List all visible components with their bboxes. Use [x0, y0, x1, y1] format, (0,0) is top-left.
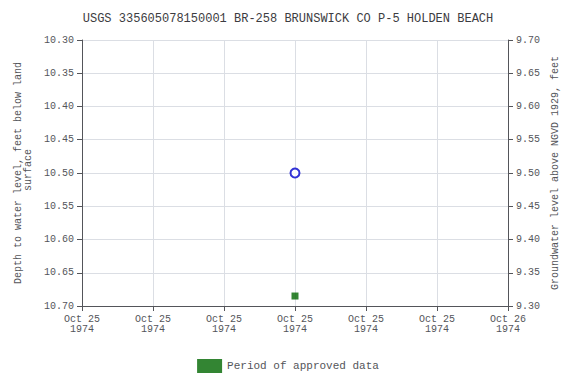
svg-text:Oct 25: Oct 25 — [277, 313, 313, 325]
svg-text:Groundwater level above NGVD 1: Groundwater level above NGVD 1929, feet — [550, 56, 561, 290]
svg-text:10.40: 10.40 — [44, 101, 74, 112]
svg-text:1974: 1974 — [141, 324, 165, 335]
svg-text:Oct 25: Oct 25 — [348, 313, 384, 325]
svg-text:surface: surface — [23, 149, 34, 197]
svg-text:Oct 25: Oct 25 — [64, 313, 100, 325]
svg-text:9.45: 9.45 — [516, 201, 540, 212]
svg-text:10.30: 10.30 — [44, 35, 74, 46]
svg-text:9.30: 9.30 — [516, 301, 540, 312]
svg-text:9.65: 9.65 — [516, 68, 540, 79]
svg-text:10.45: 10.45 — [44, 134, 74, 145]
svg-text:1974: 1974 — [496, 324, 520, 335]
svg-text:10.55: 10.55 — [44, 201, 74, 212]
svg-text:1974: 1974 — [212, 324, 236, 335]
svg-text:1974: 1974 — [425, 324, 449, 335]
svg-text:9.35: 9.35 — [516, 267, 540, 278]
svg-text:9.70: 9.70 — [516, 35, 540, 46]
svg-text:9.50: 9.50 — [516, 168, 540, 179]
svg-text:10.60: 10.60 — [44, 234, 74, 245]
svg-text:USGS 335605078150001 BR-258 BR: USGS 335605078150001 BR-258 BRUNSWICK CO… — [83, 12, 493, 26]
svg-text:10.50: 10.50 — [44, 168, 74, 179]
svg-text:9.60: 9.60 — [516, 101, 540, 112]
svg-text:1974: 1974 — [70, 324, 94, 335]
svg-text:1974: 1974 — [354, 324, 378, 335]
svg-text:10.65: 10.65 — [44, 267, 74, 278]
svg-text:9.55: 9.55 — [516, 134, 540, 145]
svg-text:Oct 26: Oct 26 — [490, 313, 526, 325]
svg-text:Oct 25: Oct 25 — [135, 313, 171, 325]
svg-text:1974: 1974 — [283, 324, 307, 335]
svg-text:10.70: 10.70 — [44, 301, 74, 312]
svg-text:Period of approved data: Period of approved data — [227, 360, 379, 372]
svg-text:Depth to water level, feet bel: Depth to water level, feet below land — [12, 62, 24, 284]
svg-text:10.35: 10.35 — [44, 68, 74, 79]
svg-text:9.40: 9.40 — [516, 234, 540, 245]
svg-text:Oct 25: Oct 25 — [419, 313, 455, 325]
svg-text:Oct 25: Oct 25 — [206, 313, 242, 325]
